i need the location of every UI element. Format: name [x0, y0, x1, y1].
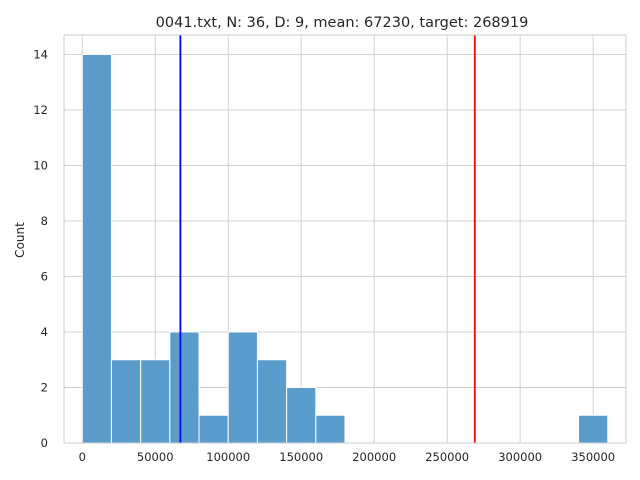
y-tick-label: 0 — [41, 436, 48, 450]
histogram-bar — [110, 359, 142, 444]
bars — [81, 53, 609, 444]
y-tick-label: 10 — [33, 158, 48, 172]
histogram-bar — [227, 331, 258, 444]
histogram-bar — [578, 414, 609, 444]
chart-title: 0041.txt, N: 36, D: 9, mean: 67230, targ… — [156, 15, 529, 31]
x-tick-label: 300000 — [498, 450, 542, 464]
histogram-bar — [286, 386, 317, 444]
y-tick-labels: 0 2 4 6 8 10 12 14 — [33, 47, 48, 450]
y-tick-label: 8 — [41, 214, 48, 228]
x-tick-label: 350000 — [571, 450, 615, 464]
histogram-bar — [315, 414, 346, 444]
histogram-bar — [198, 414, 229, 444]
x-tick-label: 100000 — [206, 450, 250, 464]
y-tick-label: 4 — [41, 325, 48, 339]
y-axis-label: Count — [13, 222, 27, 258]
reference-lines — [179, 35, 476, 443]
y-tick-label: 14 — [33, 47, 48, 61]
x-tick-labels: 0 50000 100000 150000 200000 250000 300000 3500… — [79, 450, 616, 464]
x-tick-label: 0 — [79, 450, 86, 464]
grid-lines — [64, 35, 626, 444]
x-tick-label: 150000 — [279, 450, 323, 464]
histogram-bar — [169, 331, 200, 444]
x-tick-label: 200000 — [352, 450, 396, 464]
plot-frame — [63, 34, 627, 444]
histogram-bar — [140, 359, 171, 444]
x-tick-label: 50000 — [137, 450, 174, 464]
y-tick-label: 12 — [33, 103, 48, 117]
x-tick-label: 250000 — [425, 450, 469, 464]
histogram-bar — [256, 359, 288, 444]
y-tick-label: 2 — [41, 380, 48, 394]
y-tick-label: 6 — [41, 269, 48, 283]
histogram-bar — [81, 53, 112, 444]
